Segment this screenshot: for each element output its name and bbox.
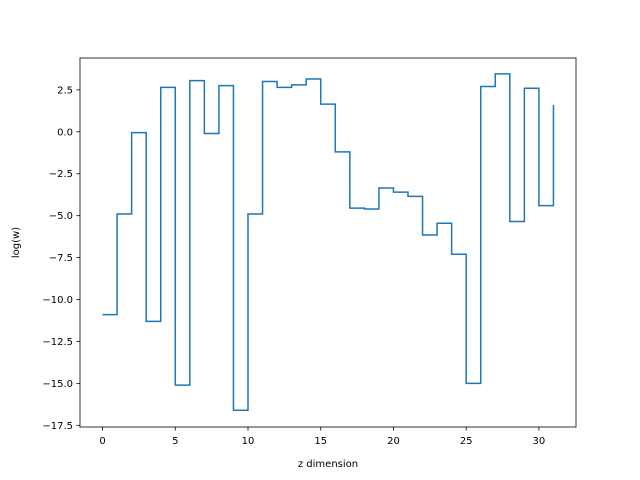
y-tick-label: −7.5 — [49, 253, 73, 264]
y-tick-label: −12.5 — [42, 337, 73, 348]
plot-area — [102, 73, 555, 411]
y-tick-label: −2.5 — [49, 169, 73, 180]
y-tick-label: −15.0 — [42, 379, 73, 390]
y-tick-label: −10.0 — [42, 295, 73, 306]
x-tick-label: 10 — [242, 436, 255, 447]
x-tick-label: 25 — [460, 436, 473, 447]
x-tick-label: 0 — [99, 436, 105, 447]
y-tick-label: −5.0 — [49, 211, 73, 222]
axes-frame — [79, 57, 577, 428]
data-series-line — [102, 73, 555, 411]
y-tick-label: −17.5 — [42, 421, 73, 432]
x-axis-ticks: 0 5 10 15 20 25 30 — [99, 427, 545, 447]
x-axis-label: z dimension — [298, 459, 358, 470]
y-axis-label: log(w) — [11, 227, 22, 258]
x-tick-label: 30 — [533, 436, 546, 447]
y-tick-label: 0.0 — [57, 127, 73, 138]
x-tick-label: 5 — [172, 436, 178, 447]
x-tick-label: 20 — [387, 436, 400, 447]
y-axis-ticks: 2.5 0.0 −2.5 −5.0 −7.5 −10.0 −12.5 −15.0 −17.5 — [42, 85, 80, 432]
y-tick-label: 2.5 — [57, 85, 73, 96]
x-tick-label: 15 — [314, 436, 327, 447]
